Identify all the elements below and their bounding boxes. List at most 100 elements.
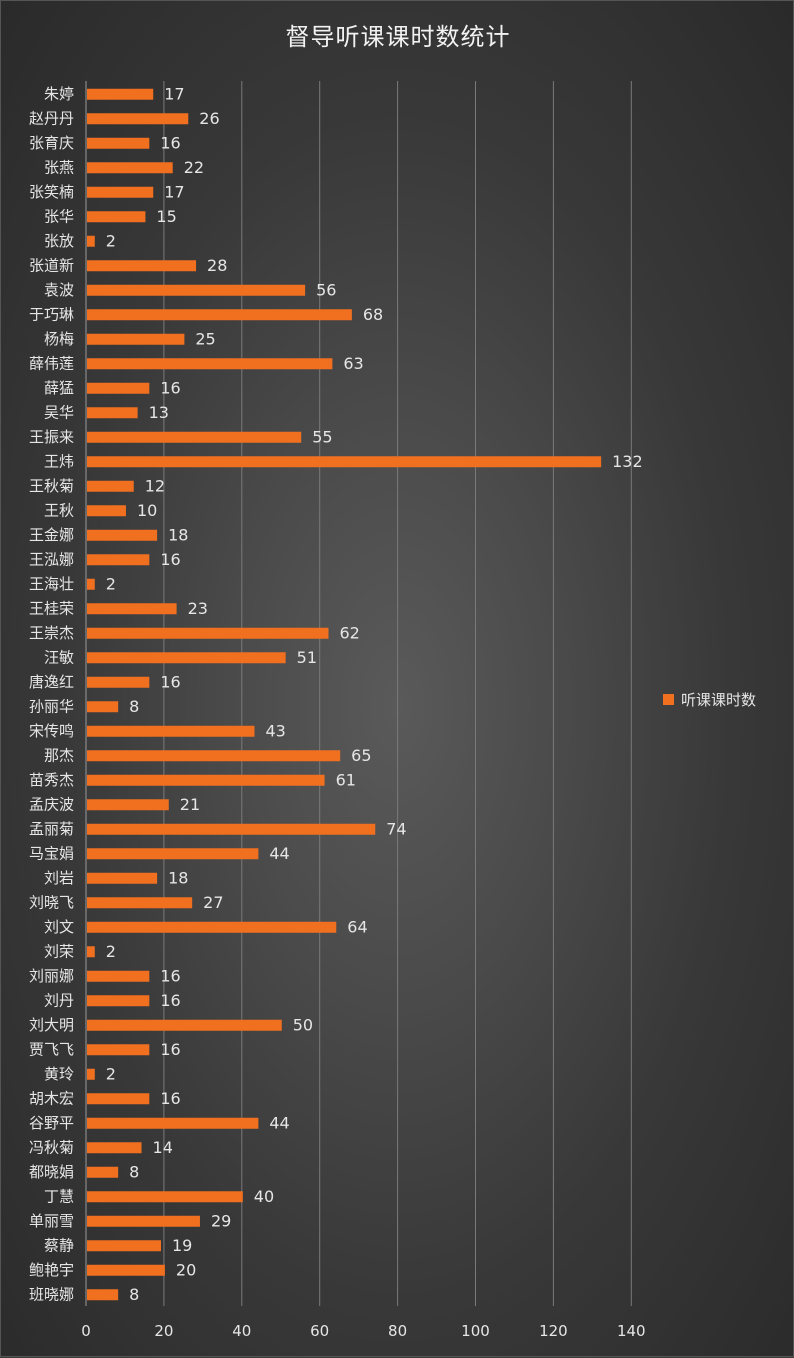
category-label: 那杰 — [44, 746, 74, 764]
category-label: 孟丽菊 — [29, 820, 74, 838]
bar — [87, 1142, 142, 1154]
category-label: 贾飞飞 — [29, 1040, 74, 1058]
data-label: 16 — [160, 1089, 180, 1108]
data-label: 44 — [269, 1113, 289, 1132]
bar — [87, 1289, 119, 1301]
category-label: 薛猛 — [44, 379, 74, 397]
bar — [87, 652, 286, 664]
data-label: 13 — [149, 403, 169, 422]
bar — [87, 382, 150, 394]
bar — [87, 676, 150, 688]
data-label: 64 — [347, 917, 367, 936]
data-label: 17 — [164, 182, 184, 201]
data-label: 8 — [129, 1162, 139, 1181]
category-label: 于巧琳 — [29, 305, 74, 323]
data-label: 40 — [254, 1187, 274, 1206]
category-label: 黄玲 — [44, 1065, 74, 1083]
bar — [87, 1044, 150, 1056]
bar — [87, 897, 193, 909]
data-label: 2 — [106, 1064, 116, 1083]
data-label: 15 — [156, 207, 176, 226]
bar — [87, 799, 169, 811]
data-label: 132 — [612, 452, 643, 471]
data-label: 16 — [160, 378, 180, 397]
category-label: 杨梅 — [44, 330, 74, 348]
data-label: 63 — [343, 354, 363, 373]
data-label: 10 — [137, 501, 157, 520]
category-label: 张笑楠 — [29, 183, 74, 201]
bar — [87, 1068, 95, 1080]
x-tick-label: 80 — [388, 1322, 407, 1340]
data-label: 14 — [153, 1138, 173, 1157]
category-label: 都晓娟 — [29, 1163, 74, 1181]
legend: 听课课时数 — [663, 689, 756, 710]
bar — [87, 848, 259, 860]
data-label: 25 — [195, 329, 215, 348]
category-label: 班晓娜 — [29, 1285, 74, 1303]
bar — [87, 1264, 165, 1276]
legend-label: 听课课时数 — [681, 691, 757, 709]
bar — [87, 407, 138, 419]
x-tick-label: 20 — [154, 1322, 173, 1340]
category-label: 张华 — [44, 207, 74, 225]
category-label: 汪敏 — [44, 648, 74, 666]
category-label: 刘大明 — [29, 1016, 74, 1034]
category-label: 袁波 — [44, 281, 74, 299]
bar — [87, 1191, 243, 1203]
category-label: 王秋 — [44, 501, 74, 519]
category-label: 王海壮 — [29, 575, 74, 593]
bar — [87, 431, 302, 443]
data-label: 2 — [106, 574, 116, 593]
category-label: 唐逸红 — [29, 673, 74, 691]
bar — [87, 137, 150, 149]
data-label: 43 — [265, 721, 285, 740]
data-label: 16 — [160, 991, 180, 1010]
category-label: 王泓娜 — [29, 550, 74, 568]
data-label: 12 — [145, 476, 165, 495]
bar — [87, 603, 177, 615]
category-label: 丁慧 — [44, 1187, 74, 1205]
bar — [87, 284, 306, 296]
data-label: 27 — [203, 893, 223, 912]
data-label: 2 — [106, 231, 116, 250]
bar — [87, 725, 255, 737]
category-label: 马宝娟 — [29, 844, 74, 862]
bar — [87, 480, 134, 492]
category-label: 王振来 — [29, 428, 74, 446]
x-tick-label: 0 — [81, 1322, 91, 1340]
data-label: 62 — [339, 623, 359, 642]
bar — [87, 554, 150, 566]
bar — [87, 162, 173, 174]
data-label: 23 — [188, 599, 208, 618]
data-label: 26 — [199, 109, 219, 128]
category-label: 王桂荣 — [29, 599, 74, 617]
bar — [87, 946, 95, 958]
data-label: 16 — [160, 550, 180, 569]
category-label: 王金娜 — [29, 526, 74, 544]
data-label: 18 — [168, 525, 188, 544]
data-label: 29 — [211, 1211, 231, 1230]
bar — [87, 88, 154, 100]
data-label: 44 — [269, 844, 289, 863]
data-label: 2 — [106, 942, 116, 961]
data-label: 61 — [336, 770, 356, 789]
bar — [87, 333, 185, 345]
data-label: 55 — [312, 427, 332, 446]
category-label: 蔡静 — [44, 1236, 74, 1254]
data-label: 19 — [172, 1236, 192, 1255]
x-tick-label: 100 — [461, 1322, 490, 1340]
category-label: 朱婷 — [44, 85, 74, 103]
legend-swatch — [663, 694, 674, 705]
category-label: 刘岩 — [44, 869, 74, 887]
bar — [87, 970, 150, 982]
category-label: 鲍艳宇 — [29, 1261, 74, 1279]
bar — [87, 872, 158, 884]
bar — [87, 260, 197, 272]
bar — [87, 1215, 200, 1227]
x-tick-label: 60 — [310, 1322, 329, 1340]
category-label: 谷野平 — [29, 1114, 74, 1132]
x-tick-label: 120 — [539, 1322, 568, 1340]
data-label: 21 — [180, 795, 200, 814]
bar — [87, 823, 376, 835]
x-tick-label: 140 — [617, 1322, 646, 1340]
